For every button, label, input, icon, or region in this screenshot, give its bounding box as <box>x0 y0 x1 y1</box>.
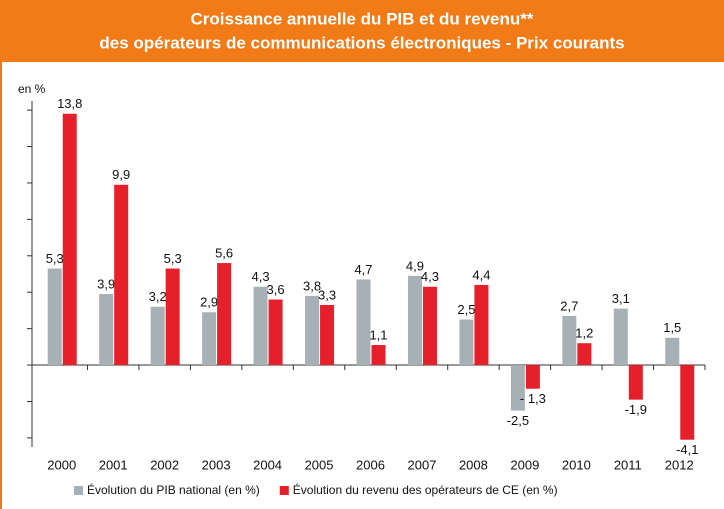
value-label: 1,2 <box>575 326 593 341</box>
x-tick-label: 2004 <box>253 457 282 472</box>
chart-title: des opérateurs de communications électro… <box>99 33 624 52</box>
x-tick-label: 2009 <box>510 457 539 472</box>
bar <box>628 365 643 400</box>
value-label: 5,3 <box>46 251 64 266</box>
value-label: 3,8 <box>303 278 321 293</box>
legend-swatch <box>74 486 83 495</box>
value-label: 9,9 <box>112 167 130 182</box>
bar <box>407 275 422 366</box>
value-label: 1,5 <box>663 320 681 335</box>
frame-edge <box>0 62 2 509</box>
x-tick-label: 2008 <box>459 457 488 472</box>
x-tick-label: 2005 <box>305 457 334 472</box>
value-label: 1,1 <box>369 327 387 342</box>
bar <box>577 343 592 366</box>
value-label: 4,7 <box>354 262 372 277</box>
x-tick-label: 2006 <box>356 457 385 472</box>
legend-label: Évolution du PIB national (en %) <box>87 482 260 497</box>
value-label: 5,6 <box>215 246 233 261</box>
title-bar <box>0 0 724 62</box>
bar <box>422 286 437 366</box>
value-label: -4,1 <box>676 442 698 457</box>
value-label: 4,9 <box>406 258 424 273</box>
bar <box>305 295 320 366</box>
bar <box>562 315 577 366</box>
y-axis-label: en % <box>18 82 46 96</box>
x-tick-label: 2000 <box>47 457 76 472</box>
x-tick-label: 2001 <box>99 457 128 472</box>
bar <box>510 365 525 411</box>
value-label: 3,6 <box>267 282 285 297</box>
value-label: 2,7 <box>560 298 578 313</box>
legend-swatch <box>279 486 289 495</box>
bar <box>320 304 335 366</box>
value-label: 4,3 <box>421 269 439 284</box>
bar <box>459 319 474 366</box>
bar <box>474 284 489 366</box>
bar <box>150 306 165 366</box>
x-tick-label: 2010 <box>562 457 591 472</box>
bar <box>99 294 114 366</box>
bar <box>202 312 217 366</box>
value-label: 13,8 <box>57 96 82 111</box>
value-label: 3,9 <box>97 276 115 291</box>
bar <box>371 345 386 366</box>
value-label: 2,9 <box>200 295 218 310</box>
bar <box>268 299 283 366</box>
value-label: -2,5 <box>507 413 529 428</box>
bar <box>114 184 129 366</box>
bar <box>356 279 371 366</box>
bar <box>665 337 680 366</box>
bar <box>217 263 232 366</box>
x-tick-label: 2003 <box>202 457 231 472</box>
value-label: 4,4 <box>472 267 490 282</box>
x-tick-label: 2007 <box>408 457 437 472</box>
bar <box>62 113 77 366</box>
bar <box>525 365 540 389</box>
value-label: -1,9 <box>625 402 647 417</box>
chart-title: Croissance annuelle du PIB et du revenu*… <box>191 9 534 28</box>
value-label: 3,3 <box>318 287 336 302</box>
x-tick-label: 2012 <box>665 457 694 472</box>
x-tick-label: 2011 <box>614 457 642 472</box>
value-label: 3,2 <box>149 289 167 304</box>
value-label: - 1,3 <box>520 391 546 406</box>
bar <box>613 308 628 366</box>
legend-label: Évolution du revenu des opérateurs de CE… <box>293 482 558 497</box>
value-label: 4,3 <box>252 269 270 284</box>
value-label: 5,3 <box>164 251 182 266</box>
value-label: 2,5 <box>457 302 475 317</box>
bar <box>680 365 695 440</box>
bar <box>253 286 268 366</box>
x-tick-label: 2002 <box>150 457 179 472</box>
bar <box>165 268 180 366</box>
bar <box>47 268 62 366</box>
value-label: 3,1 <box>612 291 630 306</box>
